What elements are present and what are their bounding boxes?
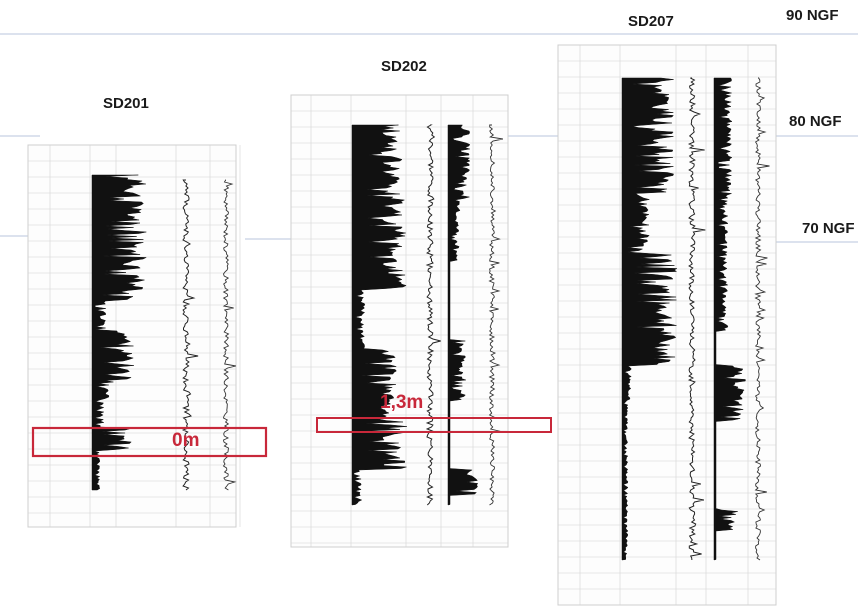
gamma-ray-trace [91,174,147,491]
offset-label-sd201: 0m [172,430,200,451]
log-title-sd207: SD207 [628,13,674,30]
sonic-trace [754,77,770,561]
log-title-sd202: SD202 [381,58,427,75]
highlight-box-sd202 [316,417,552,433]
resistivity-trace [425,124,441,506]
level-label-70: 70 NGF [802,220,855,237]
level-label-90: 90 NGF [786,7,839,24]
log-sheet-sd202 [290,94,509,548]
log-sheet-sd207 [557,44,777,606]
resistivity-trace [181,179,199,491]
highlight-box-sd201 [31,426,268,458]
level-label-80: 80 NGF [789,113,842,130]
ngf-reference-lines [0,33,858,243]
offset-label-sd202: 1,3m [380,392,424,413]
log-sheet-sd201 [27,144,241,528]
gamma-ray-trace [621,77,678,561]
sonic-trace [222,179,237,491]
secondary-gamma-trace [713,77,746,561]
secondary-gamma-trace [447,124,479,506]
sheet-frame [290,94,509,548]
gamma-ray-trace [351,124,407,506]
sonic-trace [488,124,503,506]
resistivity-trace [687,77,706,561]
log-title-sd201: SD201 [103,95,149,112]
sheet-grid [291,95,508,547]
